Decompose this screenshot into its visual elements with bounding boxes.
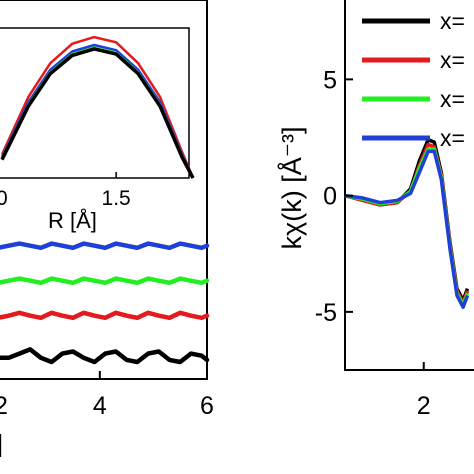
left-inset-panel: 1.5 0 R [Å] <box>0 27 195 233</box>
right-series-group <box>344 138 470 309</box>
inset-xlabel: R [Å] <box>48 208 97 233</box>
left-main-series-1 <box>0 347 210 365</box>
left-main-frame <box>0 0 208 380</box>
right-y-tick-label--5: -5 <box>315 299 337 327</box>
legend-label-3: x= <box>440 86 465 112</box>
right-frame <box>344 0 474 371</box>
right-legend: x= x= x= x= <box>362 8 465 151</box>
right-series-1 <box>344 138 470 303</box>
right-ticks: 5 0 -5 2 <box>315 66 431 420</box>
right-series-4 <box>344 149 470 309</box>
right-y-tick-label-0: 0 <box>323 183 337 211</box>
legend-label-1: x= <box>440 8 465 34</box>
inset-partial-x-tick: 0 <box>0 187 8 210</box>
right-panel: 5 0 -5 2 kχ(k) [Å⁻³] x= x= x= x= <box>276 0 474 420</box>
left-partial-x-tick: 2 <box>0 392 8 420</box>
left-main-series-3 <box>0 276 210 286</box>
right-x-tick-label-2: 2 <box>417 392 431 420</box>
right-ylabel: kχ(k) [Å⁻³] <box>276 127 307 250</box>
right-series-2 <box>344 142 470 305</box>
left-main-panel: 46 2 ] <box>0 0 214 458</box>
left-xlabel-fragment: ] <box>0 430 3 458</box>
inset-series-4 <box>0 47 195 179</box>
legend-label-4: x= <box>440 125 465 151</box>
inset-series-group <box>0 35 195 179</box>
left-main-series-2 <box>0 310 210 321</box>
right-y-tick-label-5: 5 <box>323 66 337 94</box>
legend-label-2: x= <box>440 47 465 73</box>
right-series-3 <box>344 147 470 307</box>
inset-series-1 <box>0 35 195 179</box>
left-main-series-4 <box>0 241 210 251</box>
left-main-x-tick-label-4: 4 <box>93 392 107 420</box>
left-main-x-tick-label-6: 6 <box>200 392 214 420</box>
inset-ticks: 1.5 <box>102 172 131 210</box>
inset-x-tick-label-1.5: 1.5 <box>102 187 131 210</box>
left-main-series-group <box>0 241 210 365</box>
